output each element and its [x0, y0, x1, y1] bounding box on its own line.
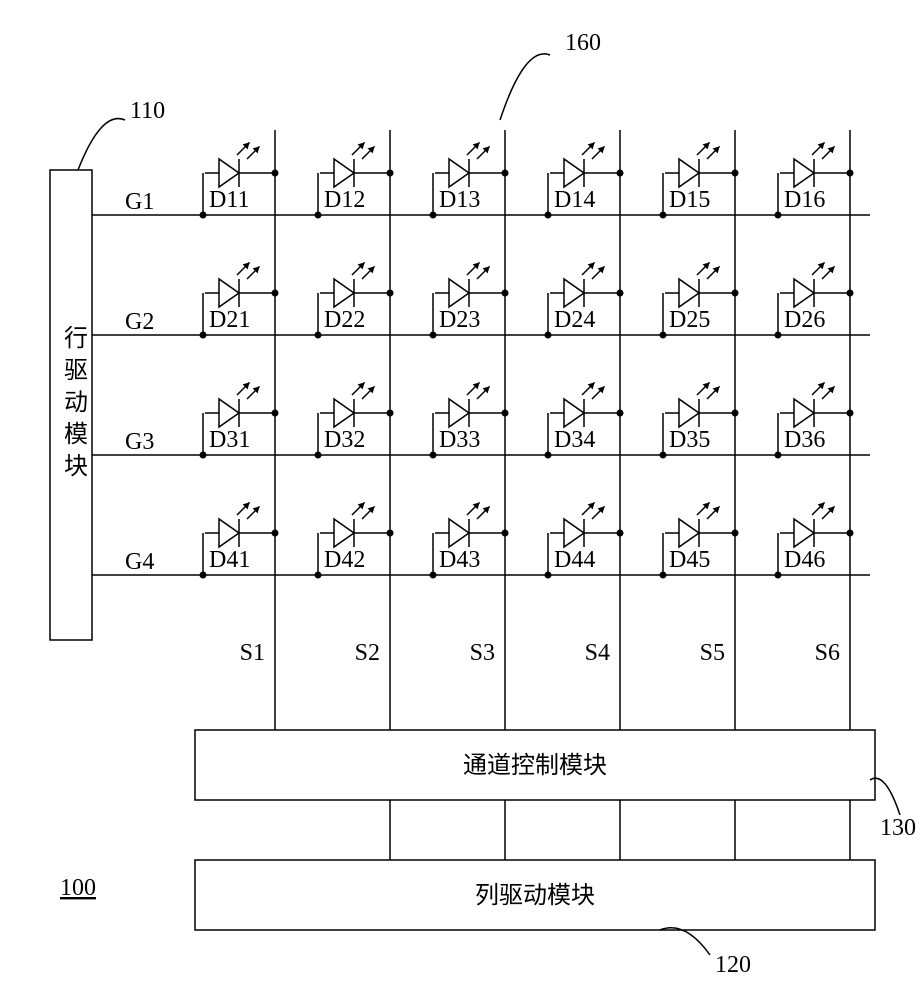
svg-text:G1: G1	[125, 189, 154, 215]
svg-text:D35: D35	[669, 427, 710, 453]
svg-text:D24: D24	[554, 307, 595, 333]
svg-text:S5: S5	[700, 640, 725, 666]
svg-text:D23: D23	[439, 307, 480, 333]
svg-text:100: 100	[60, 875, 96, 901]
svg-text:D21: D21	[209, 307, 250, 333]
svg-text:S6: S6	[815, 640, 840, 666]
svg-text:S4: S4	[585, 640, 610, 666]
svg-text:D33: D33	[439, 427, 480, 453]
svg-text:S2: S2	[355, 640, 380, 666]
svg-text:D46: D46	[784, 547, 825, 573]
svg-text:D34: D34	[554, 427, 595, 453]
svg-text:列驱动模块: 列驱动模块	[475, 882, 595, 909]
svg-text:D13: D13	[439, 187, 480, 213]
svg-text:行驱动模块: 行驱动模块	[59, 325, 87, 485]
svg-text:D45: D45	[669, 547, 710, 573]
led-matrix-schematic: G1 G2 G3 G4 S1 S2 S3 S4 S5 S6 D11 D12 D13 D14 D15 D16 D2…	[0, 0, 922, 1000]
svg-text:120: 120	[715, 952, 751, 978]
svg-text:110: 110	[130, 98, 165, 124]
svg-text:G4: G4	[125, 549, 154, 575]
svg-text:130: 130	[880, 815, 916, 841]
svg-text:D32: D32	[324, 427, 365, 453]
svg-text:S1: S1	[240, 640, 265, 666]
svg-text:G2: G2	[125, 309, 154, 335]
svg-text:G3: G3	[125, 429, 154, 455]
svg-text:S3: S3	[470, 640, 495, 666]
svg-text:D43: D43	[439, 547, 480, 573]
svg-text:D16: D16	[784, 187, 825, 213]
svg-text:通道控制模块: 通道控制模块	[463, 752, 607, 779]
svg-text:D42: D42	[324, 547, 365, 573]
svg-text:160: 160	[565, 30, 601, 56]
svg-text:D15: D15	[669, 187, 710, 213]
svg-text:D31: D31	[209, 427, 250, 453]
svg-text:D41: D41	[209, 547, 250, 573]
svg-text:D22: D22	[324, 307, 365, 333]
svg-text:D14: D14	[554, 187, 595, 213]
svg-text:D11: D11	[209, 187, 249, 213]
svg-text:D12: D12	[324, 187, 365, 213]
svg-text:D26: D26	[784, 307, 825, 333]
svg-text:D44: D44	[554, 547, 595, 573]
svg-text:D25: D25	[669, 307, 710, 333]
svg-text:D36: D36	[784, 427, 825, 453]
